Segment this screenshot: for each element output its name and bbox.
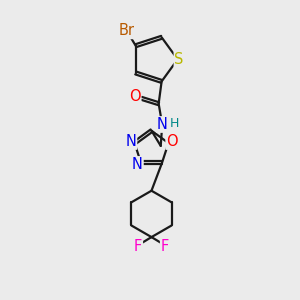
Text: H: H — [170, 116, 179, 130]
Text: N: N — [157, 117, 168, 132]
Text: N: N — [125, 134, 136, 149]
Text: N: N — [132, 157, 143, 172]
Text: F: F — [161, 238, 169, 253]
Text: S: S — [174, 52, 184, 67]
Text: F: F — [134, 238, 142, 253]
Text: O: O — [129, 89, 141, 104]
Text: O: O — [166, 134, 178, 149]
Text: Br: Br — [119, 23, 135, 38]
